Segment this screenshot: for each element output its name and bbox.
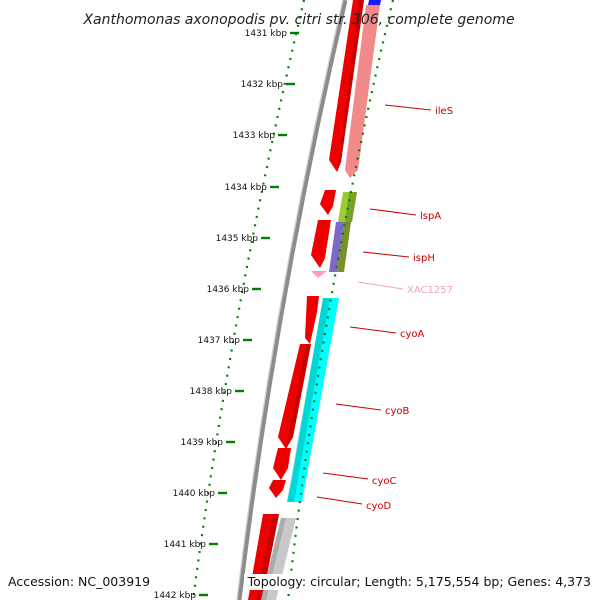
gene-forward-7 [269, 480, 286, 498]
gene-label-leader [322, 472, 369, 480]
gene-XAC1257 [311, 271, 327, 278]
gene-label-leader [349, 326, 397, 334]
gene-forward-6 [273, 448, 291, 480]
gene-cyo-operon-shade [287, 298, 330, 502]
gene-label-leader [384, 104, 432, 111]
gene-ispH [329, 222, 344, 272]
gene-blue [368, 0, 381, 5]
gene-ileS [345, 5, 380, 178]
gene-label-cyoC[interactable]: cyoC [372, 476, 397, 487]
gene-label-leader [369, 208, 417, 216]
gene-lspA-shade [345, 192, 357, 222]
gene-label-cyoD[interactable]: cyoD [366, 501, 392, 512]
scale-tick-label: 1438 kbp [190, 387, 233, 397]
scale-tick-label: 1439 kbp [181, 438, 224, 448]
reverse-strand-genes [261, 0, 381, 600]
accession-label: Accession: NC_003919 [8, 574, 151, 590]
scale-tick-label: 1431 kbp [245, 29, 288, 39]
genome-backbone [236, 0, 348, 600]
scale-arc-outer [286, 0, 395, 600]
gene-label-ileS[interactable]: ileS [435, 106, 453, 117]
gene-forward-3 [311, 220, 331, 268]
gene-label-cyoA[interactable]: cyoA [400, 329, 425, 340]
gene-label-ispH[interactable]: ispH [413, 253, 435, 264]
scale-arc-inner [191, 0, 306, 600]
scale-tick-label: 1435 kbp [216, 234, 259, 244]
gene-forward-1-shade [337, 0, 364, 172]
gene-forward-4 [305, 296, 319, 344]
scale-tick-label: 1440 kbp [173, 489, 216, 499]
gene-label-lspA[interactable]: lspA [420, 211, 441, 222]
scale-tick-label: 1434 kbp [225, 183, 268, 193]
gene-label-leader [335, 403, 382, 411]
scale-tick-label: 1433 kbp [233, 131, 276, 141]
gene-labels: ileS lspA ispH XAC1257 cyoA cyoB cyoC cyoD [316, 104, 453, 512]
gene-label-XAC1257[interactable]: XAC1257 [407, 285, 453, 296]
map-title: Xanthomonas axonopodis pv. citri str. 30… [82, 12, 514, 28]
topology-label: Topology: circular; Length: 5,175,554 bp… [243, 574, 591, 590]
gene-forward-5-shade [286, 344, 311, 449]
gene-ispH-olive [337, 222, 351, 272]
scale-tick-label: 1432 kbp [241, 80, 284, 90]
scale-ticks: 1431 kbp 1432 kbp 1433 kbp 1434 kbp 1435 kbp… [154, 29, 299, 600]
gene-label-cyoB[interactable]: cyoB [385, 406, 410, 417]
scale-tick-label: 1441 kbp [164, 540, 207, 550]
gene-label-leader [316, 496, 363, 505]
scale-tick-label: 1437 kbp [198, 336, 241, 346]
forward-strand-genes [248, 0, 364, 600]
gene-forward-2 [320, 190, 336, 215]
genome-backbone-highlight [236, 0, 344, 600]
scale-tick-label: 1436 kbp [207, 285, 250, 295]
gene-label-leader [357, 281, 404, 290]
gene-label-leader [362, 251, 410, 258]
scale-tick-label: 1442 kbp [154, 591, 197, 600]
